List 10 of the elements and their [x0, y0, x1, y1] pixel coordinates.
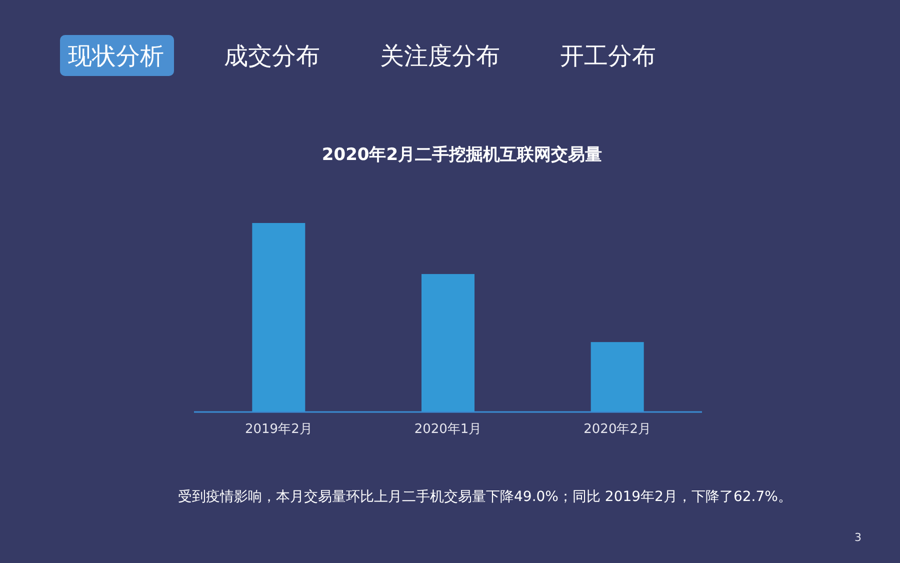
x-tick-label: 2019年2月: [244, 422, 312, 437]
x-tick-label: 2020年1月: [414, 422, 482, 437]
text: 成交分布: [224, 42, 320, 70]
text: 开工分布: [560, 42, 656, 70]
text: 关注度分布: [380, 42, 500, 70]
x-tick-label: 2020年2月: [584, 422, 652, 437]
text: 3: [854, 531, 862, 544]
text: 受到疫情影响，本月交易量环比上月二手机交易量下降49.0%；同比 2019年2月，下降了62.7%。: [178, 489, 792, 505]
text: 现状分析: [68, 42, 164, 70]
chart-title: 2020年2月二手挖掘机互联网交易量: [322, 145, 602, 165]
